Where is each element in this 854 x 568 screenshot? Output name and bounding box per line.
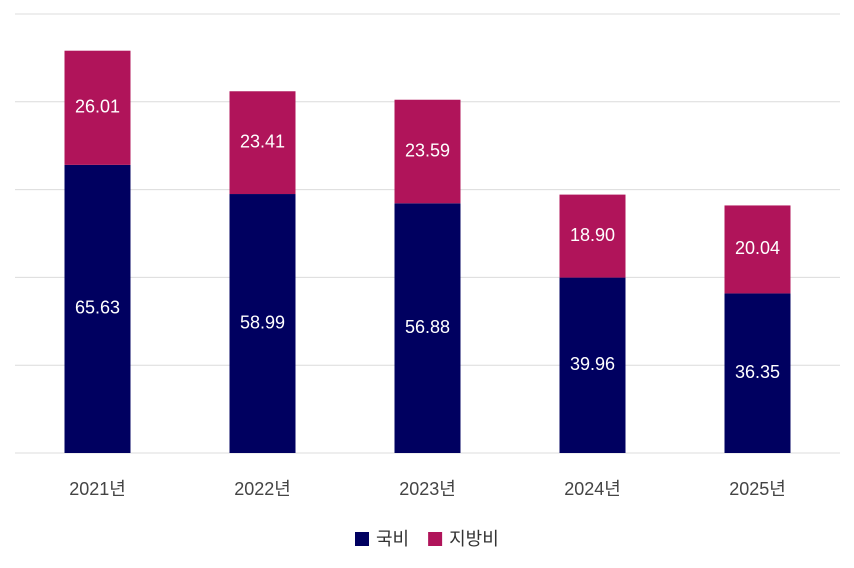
x-tick-label: 2022년 [234,479,291,499]
value-label: 65.63 [75,298,120,318]
bar-segment [394,203,461,453]
x-tick-label: 2025년 [729,479,786,499]
bar-segment [64,50,131,165]
bar-segment [559,194,626,278]
x-tick-label: 2023년 [399,479,456,499]
x-tick-label: 2024년 [564,479,621,499]
bar-segment [394,99,461,204]
value-label: 56.88 [405,317,450,337]
bar-segment [724,293,791,453]
value-label: 58.99 [240,312,285,332]
x-tick-label: 2021년 [69,479,126,499]
value-label: 36.35 [735,362,780,382]
value-label: 23.41 [240,131,285,151]
bar-segment [724,205,791,294]
value-label: 23.59 [405,140,450,160]
legend-swatch [355,532,369,546]
value-label: 26.01 [75,97,120,117]
legend-swatch [428,532,443,546]
bar-segment [229,194,296,453]
bar-segment [559,277,626,453]
value-label: 18.90 [570,225,615,245]
bar-segment [64,164,131,454]
legend-label: 지방비 [449,529,499,549]
bar-segment [229,91,296,195]
value-label: 39.96 [570,354,615,374]
value-label: 20.04 [735,238,780,258]
legend-label: 국비 [376,529,409,549]
